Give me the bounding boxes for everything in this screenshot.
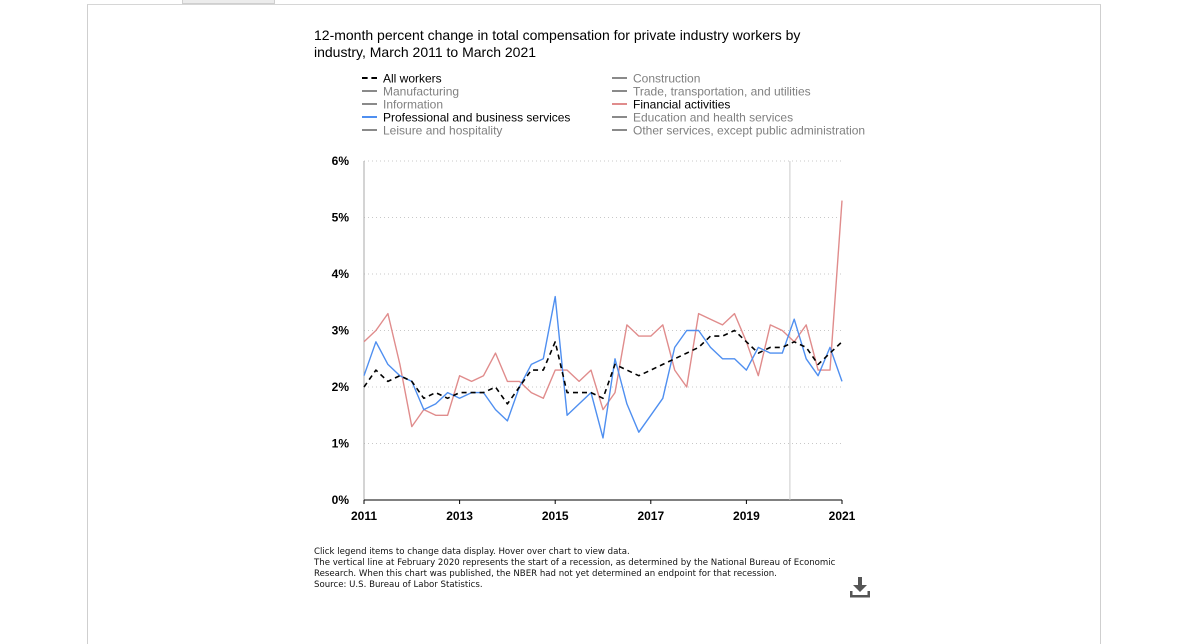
legend-item-financial-activities[interactable]: Financial activities xyxy=(612,98,730,111)
legend-swatch xyxy=(362,89,377,92)
legend-label: All workers xyxy=(383,71,442,86)
legend-swatch xyxy=(362,76,377,79)
legend-swatch xyxy=(612,102,627,105)
legend-item-other-services-except-public-administration[interactable]: Other services, except public administra… xyxy=(612,124,865,137)
legend-item-education-and-health-services[interactable]: Education and health services xyxy=(612,111,793,124)
legend-item-all-workers[interactable]: All workers xyxy=(362,72,442,85)
legend-label: Trade, transportation, and utilities xyxy=(633,84,811,99)
legend-label: Leisure and hospitality xyxy=(383,123,503,138)
legend-item-professional-and-business-services[interactable]: Professional and business services xyxy=(362,111,570,124)
chart-panel xyxy=(87,4,1101,644)
tab-stub xyxy=(182,0,275,4)
legend-label: Education and health services xyxy=(633,110,794,125)
legend-swatch xyxy=(362,128,377,131)
instructions-note: Click legend items to change data displa… xyxy=(314,547,630,557)
legend-label: Financial activities xyxy=(633,97,731,112)
legend-swatch xyxy=(612,76,627,79)
download-icon[interactable] xyxy=(848,575,872,599)
source-note: Source: U.S. Bureau of Labor Statistics. xyxy=(314,580,483,590)
legend-label: Professional and business services xyxy=(383,110,571,125)
legend-label: Other services, except public administra… xyxy=(633,123,866,138)
legend-item-leisure-and-hospitality[interactable]: Leisure and hospitality xyxy=(362,124,502,137)
legend-label: Information xyxy=(383,97,444,112)
legend-item-information[interactable]: Information xyxy=(362,98,443,111)
chart-title: 12-month percent change in total compens… xyxy=(314,27,801,60)
legend-label: Construction xyxy=(633,71,701,86)
legend-item-construction[interactable]: Construction xyxy=(612,72,700,85)
legend-item-trade-transportation-and-utilities[interactable]: Trade, transportation, and utilities xyxy=(612,85,811,98)
legend-swatch xyxy=(362,102,377,105)
legend-label: Manufacturing xyxy=(383,84,460,99)
legend-swatch xyxy=(612,115,627,118)
legend-swatch xyxy=(362,115,377,118)
legend-item-manufacturing[interactable]: Manufacturing xyxy=(362,85,459,98)
chart-notes: Click legend items to change data displa… xyxy=(314,547,874,591)
legend-swatch xyxy=(612,89,627,92)
recession-note: The vertical line at February 2020 repre… xyxy=(314,558,836,579)
legend-swatch xyxy=(612,128,627,131)
